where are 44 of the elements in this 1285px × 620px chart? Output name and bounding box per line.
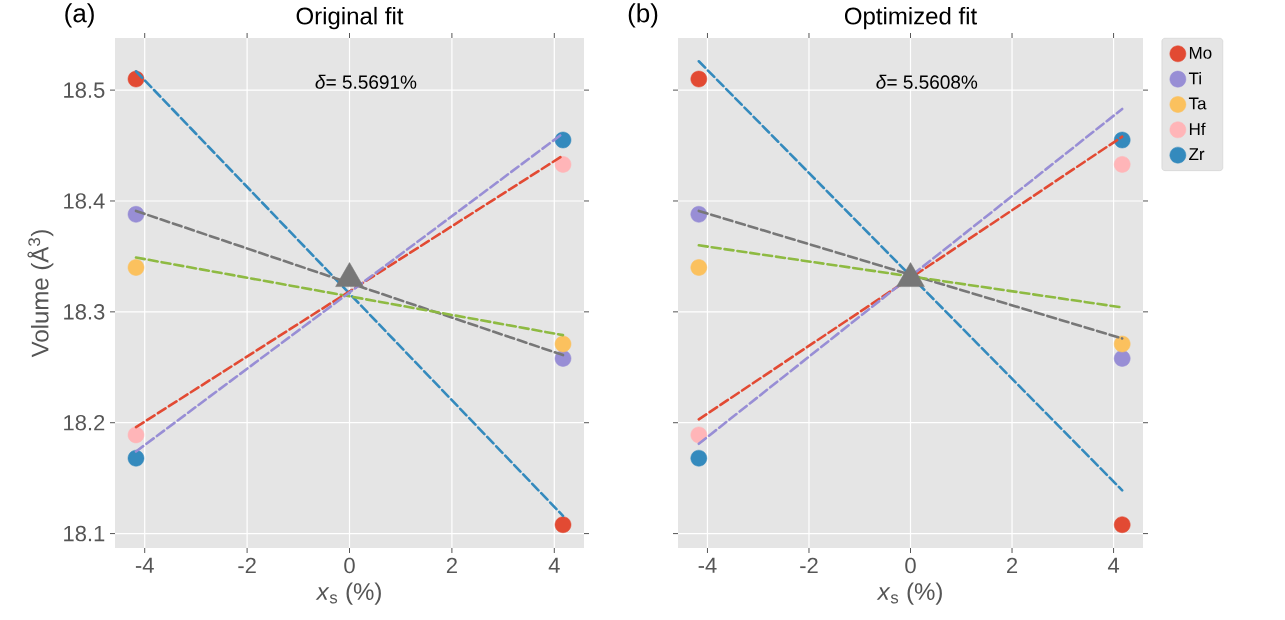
- point: [1113, 156, 1131, 173]
- point: [554, 516, 572, 533]
- point: [127, 449, 145, 467]
- legend-label: Zr: [1189, 148, 1205, 160]
- x-tick-label: 4: [1107, 557, 1120, 573]
- point: [690, 426, 708, 444]
- point: [1113, 516, 1131, 533]
- x-tick-label: -2: [238, 557, 256, 574]
- point: [690, 70, 708, 88]
- y-tick-label: 18.3: [64, 304, 105, 320]
- x-tick-label: -2: [800, 557, 818, 574]
- point: [1113, 335, 1131, 353]
- x-tick-label: 2: [1007, 557, 1018, 574]
- x-axis-title: x$_{s}$ (%): [876, 582, 942, 605]
- x-tick-label: 4: [548, 557, 560, 573]
- y-tick-label: 18.2: [64, 414, 105, 431]
- point: [554, 156, 572, 173]
- annotation: δ= 5.5608%: [876, 74, 978, 89]
- point: [690, 449, 708, 467]
- y-axis-title: Volume (Å$^{3}$): [27, 230, 54, 358]
- text: (a): [65, 3, 94, 28]
- point: [554, 335, 572, 353]
- x-tick-label: 0: [905, 557, 916, 574]
- y-tick-label: 18.5: [64, 82, 105, 98]
- x-tick-label: 0: [344, 557, 355, 574]
- y-tick-label: 18.1: [64, 525, 105, 542]
- point: [127, 426, 145, 444]
- x-tick-label: 2: [446, 557, 457, 574]
- x-tick-label: -4: [135, 557, 154, 573]
- legend-label: Ti: [1188, 71, 1201, 85]
- chart-title: Original fit: [296, 6, 404, 30]
- point: [554, 131, 572, 149]
- text: (b): [628, 3, 658, 28]
- point: [127, 259, 145, 276]
- y-tick-label: 18.4: [64, 193, 105, 209]
- annotation: δ= 5.5691%: [315, 74, 417, 89]
- point: [1113, 350, 1131, 367]
- legend-label: Ta: [1188, 97, 1207, 110]
- legend-label: Mo: [1189, 46, 1212, 59]
- point: [690, 259, 708, 276]
- x-axis-title: x$_{s}$ (%): [315, 582, 381, 605]
- x-tick-label: -4: [698, 557, 717, 573]
- chart-title: Optimized fit: [844, 6, 977, 30]
- legend-label: Hf: [1189, 122, 1206, 135]
